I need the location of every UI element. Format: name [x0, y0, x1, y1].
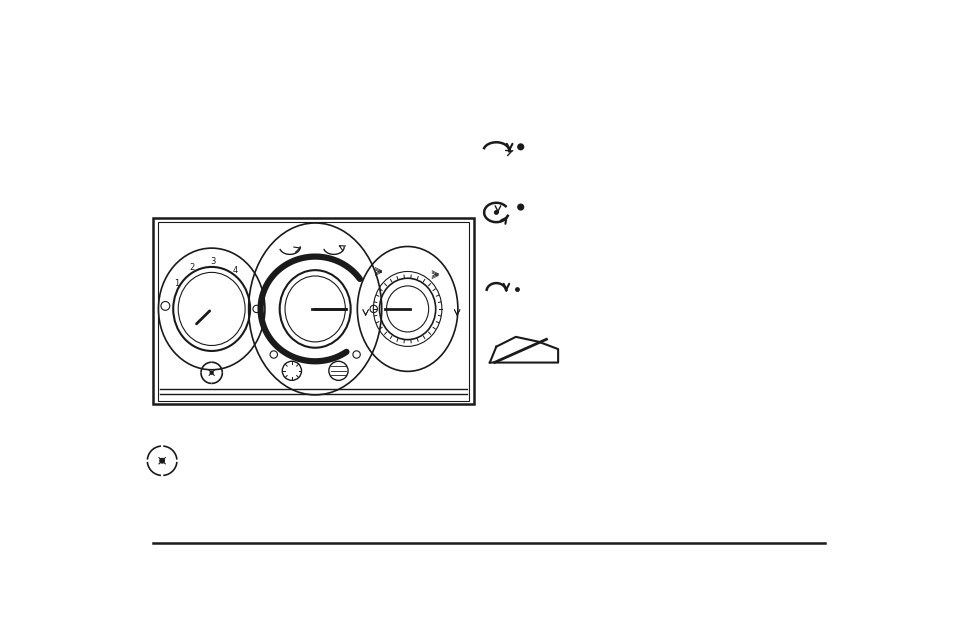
Ellipse shape	[517, 204, 524, 211]
FancyBboxPatch shape	[157, 222, 469, 401]
Ellipse shape	[159, 458, 165, 464]
Ellipse shape	[210, 371, 213, 375]
Text: 4: 4	[233, 266, 238, 275]
Ellipse shape	[515, 287, 519, 292]
FancyBboxPatch shape	[152, 218, 474, 404]
Text: 1: 1	[173, 279, 179, 288]
Ellipse shape	[494, 210, 498, 215]
Text: 3: 3	[211, 257, 215, 266]
Text: 2: 2	[190, 263, 194, 272]
Ellipse shape	[517, 143, 524, 150]
